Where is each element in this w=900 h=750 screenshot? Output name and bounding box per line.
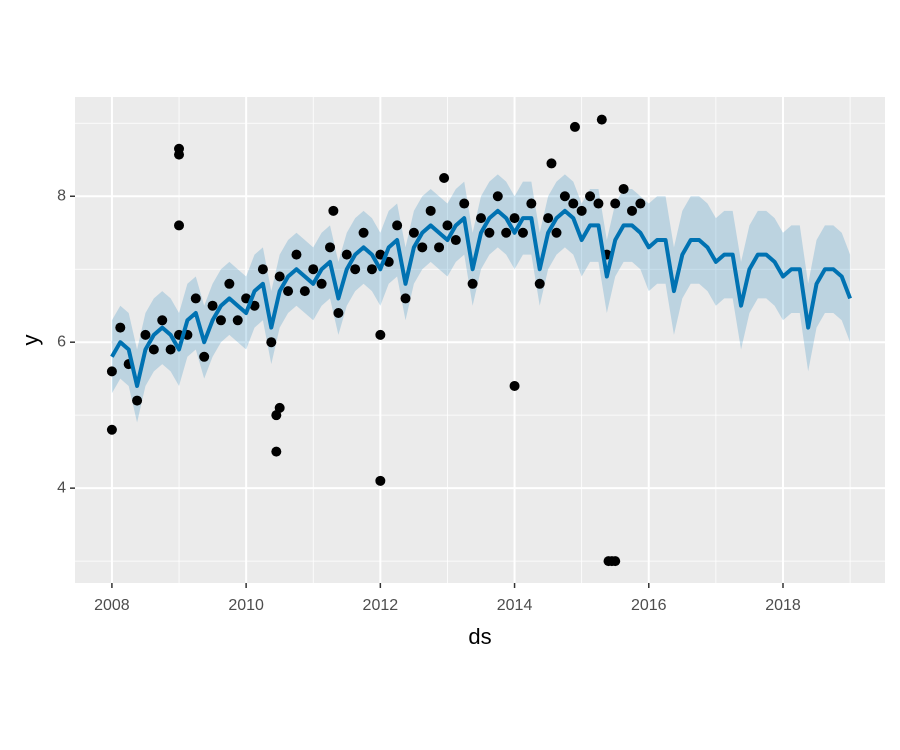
observed-point [534, 278, 545, 289]
observed-point [618, 183, 629, 194]
y-tick-label: 8 [57, 187, 66, 204]
observed-point [283, 286, 294, 297]
y-axis-title: y [18, 335, 43, 346]
observed-point [106, 424, 117, 435]
observed-point [439, 173, 450, 183]
observed-point [526, 198, 537, 209]
uncertainty-band [111, 174, 851, 423]
observed-point [467, 278, 478, 289]
observed-point [593, 198, 604, 209]
observed-point [392, 220, 403, 231]
observed-point [610, 198, 621, 209]
observed-point [408, 227, 419, 238]
y-tick-label: 4 [57, 479, 66, 496]
observed-point [115, 322, 126, 333]
observed-point [165, 344, 176, 355]
observed-point [568, 198, 579, 209]
observed-point [610, 556, 621, 567]
observed-point [585, 191, 596, 202]
observed-point [174, 149, 185, 160]
observed-point [501, 227, 512, 238]
observed-point [551, 227, 562, 238]
observed-point [450, 235, 461, 246]
observed-point [509, 380, 520, 391]
x-tick-label: 2018 [765, 597, 801, 614]
observed-point [291, 249, 302, 260]
observed-point [517, 227, 528, 238]
observed-point [333, 308, 344, 318]
x-tick-label: 2008 [94, 597, 130, 614]
observed-point [627, 205, 638, 216]
observed-point [328, 205, 339, 216]
observed-point [442, 220, 453, 231]
forecast-line [110, 208, 852, 388]
observed-point [316, 278, 327, 289]
x-tick-label: 2016 [631, 597, 667, 614]
observed-point [132, 395, 143, 406]
observed-point [271, 446, 282, 457]
observed-point [199, 351, 210, 362]
observed-point [492, 191, 503, 202]
observed-point [509, 213, 520, 224]
observed-point [190, 293, 201, 304]
observed-point [341, 249, 352, 260]
observed-point [417, 242, 428, 253]
observed-point [350, 264, 361, 275]
x-axis-title: ds [468, 624, 491, 649]
observed-point [546, 158, 557, 169]
x-tick-label: 2012 [363, 597, 399, 614]
observed-point [400, 293, 411, 304]
observed-point [596, 114, 607, 125]
observed-point [308, 264, 319, 275]
observed-point [425, 205, 436, 216]
observed-point [358, 227, 369, 238]
observed-point [224, 278, 235, 289]
marks [106, 114, 852, 567]
y-tick-label: 6 [57, 333, 66, 350]
observed-point [299, 286, 310, 297]
observed-point [375, 329, 386, 340]
observed-point [207, 300, 218, 311]
x-tick-label: 2014 [497, 597, 533, 614]
observed-point [484, 227, 495, 238]
observed-point [476, 213, 487, 224]
observed-point [325, 242, 336, 253]
observed-point [140, 329, 151, 340]
observed-point [157, 315, 168, 326]
observed-point [215, 315, 226, 326]
observed-point [459, 198, 470, 209]
observed-point [559, 191, 570, 202]
observed-point [576, 205, 587, 216]
observed-point [274, 402, 285, 413]
observed-point [174, 220, 185, 231]
observed-point [106, 366, 117, 377]
observed-point [569, 121, 580, 132]
observed-point [274, 271, 285, 282]
observed-point [543, 213, 554, 224]
observed-point [635, 198, 646, 209]
observed-point [266, 337, 277, 348]
plot-panel [75, 97, 885, 583]
observed-point [366, 264, 377, 275]
x-tick-label: 2010 [228, 597, 264, 614]
observed-point [257, 264, 268, 275]
observed-point [148, 344, 159, 355]
observed-point [375, 475, 386, 486]
observed-point [434, 242, 445, 253]
observed-point [232, 315, 243, 326]
